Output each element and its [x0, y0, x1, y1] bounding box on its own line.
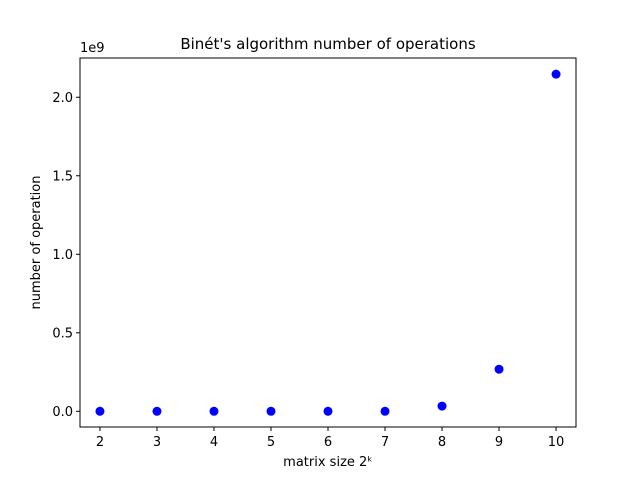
data-point	[494, 364, 504, 374]
data-point	[209, 406, 219, 416]
x-tick-label: 10	[548, 435, 565, 450]
x-tick-label: 2	[96, 435, 104, 450]
data-point	[95, 406, 105, 416]
y-axis-ticks: 0.0 0.5 1.0 1.5 2.0	[52, 91, 80, 420]
y-axis-label: number of operation	[29, 176, 44, 310]
y-tick-label: 1.0	[52, 248, 73, 263]
data-points	[95, 69, 561, 416]
data-point	[551, 69, 561, 79]
data-point	[437, 401, 447, 411]
x-tick-label: 9	[495, 435, 503, 450]
x-axis-label: matrix size 2ᵏ	[283, 455, 373, 470]
data-point	[323, 406, 333, 416]
y-offset-text: 1e9	[80, 41, 105, 56]
x-tick-label: 3	[153, 435, 161, 450]
y-tick-label: 0.0	[52, 405, 73, 420]
x-tick-label: 7	[381, 435, 389, 450]
x-tick-label: 6	[324, 435, 332, 450]
x-tick-label: 8	[438, 435, 446, 450]
y-tick-label: 2.0	[52, 91, 73, 106]
x-tick-label: 5	[267, 435, 275, 450]
data-point	[266, 406, 276, 416]
x-tick-label: 4	[210, 435, 218, 450]
data-point	[380, 406, 390, 416]
chart-title: Binét's algorithm number of operations	[180, 35, 475, 53]
data-point	[152, 406, 162, 416]
y-tick-label: 1.5	[52, 169, 73, 184]
x-axis-ticks: 2 3 4 5 6 7 8 9 10	[96, 427, 565, 450]
y-tick-label: 0.5	[52, 326, 73, 341]
